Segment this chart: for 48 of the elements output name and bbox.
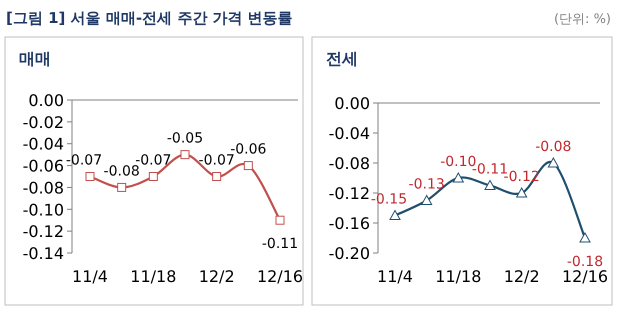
chart-title: 전세 [326, 49, 358, 68]
point [548, 158, 559, 168]
data-label: -0.08 [535, 139, 572, 155]
y-tick-label: -0.12 [22, 222, 64, 242]
y-tick-label: 0.00 [334, 94, 370, 113]
x-tick-label: 11/4 [377, 267, 413, 286]
text: (단위: %) [554, 12, 611, 27]
point [117, 182, 126, 192]
y-tick-label: -0.14 [22, 244, 64, 263]
x-tick-label: 12/2 [198, 267, 235, 286]
y-tick-label: -0.12 [328, 184, 370, 203]
point [180, 150, 190, 160]
point [484, 180, 496, 190]
point [421, 195, 432, 205]
data-label: -0.05 [166, 130, 204, 147]
x-tick-label: 12/16 [256, 267, 304, 286]
point [212, 172, 222, 181]
text: [그림 1] 서울 매매-전세 주간 가격 변동률 [6, 9, 293, 27]
data-label: -0.11 [262, 236, 298, 252]
y-tick-label: -0.20 [328, 244, 370, 263]
y-tick-label: -0.10 [22, 200, 64, 220]
point [580, 232, 590, 242]
y-tick-label: -0.08 [328, 154, 370, 173]
x-tick-label: 12/2 [504, 267, 540, 286]
chart-title: 매매 [19, 49, 51, 68]
point [276, 216, 284, 225]
point [244, 161, 253, 170]
y-tick-label: -0.08 [22, 178, 64, 198]
point [452, 172, 464, 182]
y-tick-label: -0.06 [22, 156, 64, 176]
point [148, 172, 158, 181]
point [86, 172, 94, 181]
y-tick-label: -0.02 [22, 112, 64, 132]
y-tick-label: -0.04 [22, 134, 64, 154]
data-label: -0.18 [566, 254, 604, 270]
y-tick-label: 0.00 [28, 91, 64, 110]
y-tick-label: -0.16 [328, 214, 370, 233]
x-tick-label: 12/16 [562, 267, 608, 286]
data-label: -0.13 [408, 176, 445, 192]
data-label: -0.07 [198, 152, 235, 168]
x-tick-label: 11/18 [435, 267, 482, 286]
point [390, 210, 400, 220]
x-tick-label: 11/18 [130, 267, 176, 286]
data-label: -0.07 [66, 152, 102, 168]
y-tick-label: -0.04 [328, 124, 370, 143]
x-tick-label: 11/4 [72, 267, 108, 286]
point [516, 188, 528, 198]
data-label: -0.08 [104, 163, 140, 180]
